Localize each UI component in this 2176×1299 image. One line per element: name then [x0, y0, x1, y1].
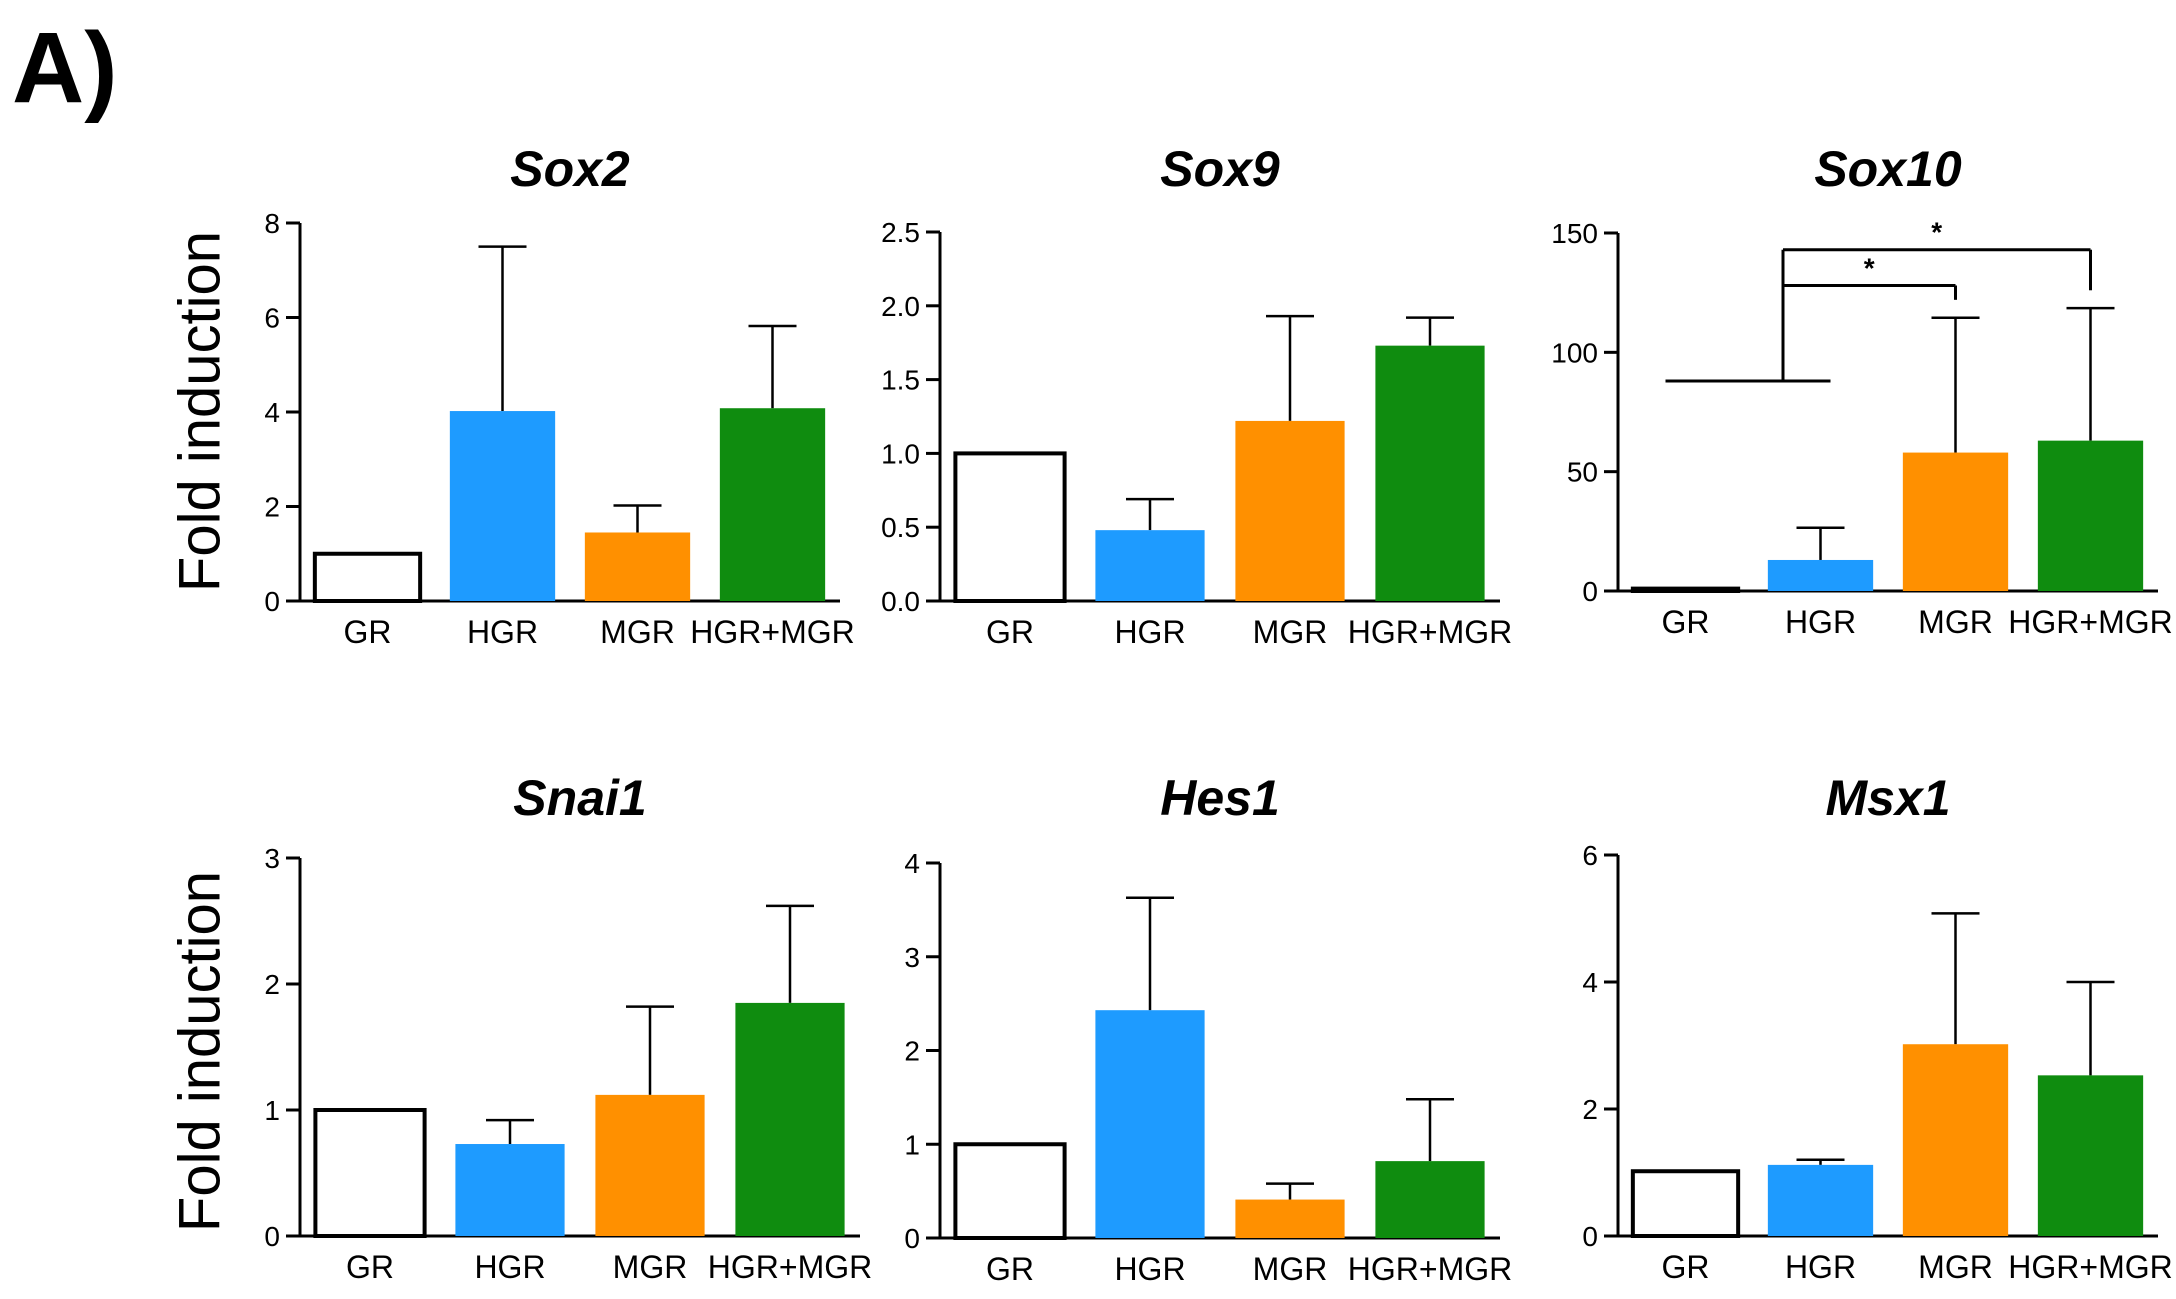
- y-tick-label: 2.5: [881, 217, 920, 248]
- y-tick-label: 0: [1582, 576, 1598, 607]
- category-label: GR: [1662, 1249, 1710, 1285]
- y-tick-label: 4: [1582, 967, 1598, 998]
- bar-mgr: [1235, 420, 1345, 601]
- bar-hgr: [455, 1144, 565, 1236]
- chart-hes1: Hes1 0 1 2 3 4 GR HGR MGR HGR+MGR: [904, 770, 1512, 1287]
- y-tick-label: 100: [1551, 337, 1598, 368]
- chart-title: Hes1: [1160, 770, 1280, 826]
- y-tick-label: 6: [1582, 840, 1598, 871]
- y-tick-label: 2: [264, 969, 280, 1000]
- category-label: HGR+MGR: [1348, 1251, 1512, 1287]
- category-label: HGR: [1785, 604, 1856, 640]
- chart-sox2: Sox2 0 2 4 6 8 GR HGR MGR HGR+MGR: [264, 141, 854, 650]
- y-tick-label: 50: [1567, 457, 1598, 488]
- bar-hgr: [449, 411, 556, 601]
- y-tick-label: 0: [904, 1223, 920, 1254]
- bar-gr: [313, 1108, 427, 1238]
- y-tick-label: 4: [904, 848, 920, 879]
- category-label: GR: [986, 614, 1034, 650]
- category-label: GR: [344, 614, 392, 650]
- y-tick-label: 4: [264, 397, 280, 428]
- category-label: MGR: [613, 1249, 688, 1285]
- category-label: HGR+MGR: [1348, 614, 1512, 650]
- category-label: MGR: [1918, 1249, 1993, 1285]
- y-tick-label: 8: [264, 208, 280, 239]
- category-label: HGR+MGR: [2008, 604, 2172, 640]
- y-tick-label: 1: [264, 1095, 280, 1126]
- category-label: HGR+MGR: [708, 1249, 872, 1285]
- chart-msx1: Msx1 0 2 4 6 GR HGR MGR HGR+MGR: [1582, 770, 2172, 1285]
- bar-mgr: [1235, 1199, 1345, 1238]
- chart-title: Sox9: [1160, 141, 1280, 197]
- category-label: HGR: [1114, 614, 1185, 650]
- bar-hgr-mgr: [1375, 1161, 1485, 1238]
- category-label: HGR: [467, 614, 538, 650]
- bar-gr: [953, 1142, 1067, 1240]
- y-tick-label: 2: [264, 492, 280, 523]
- bar-hgr-mgr: [735, 1002, 845, 1236]
- chart-title: Msx1: [1825, 770, 1950, 826]
- category-label: HGR+MGR: [690, 614, 854, 650]
- category-label: GR: [346, 1249, 394, 1285]
- bar-hgr: [1767, 559, 1874, 591]
- category-label: HGR: [1785, 1249, 1856, 1285]
- y-tick-label: 0.5: [881, 512, 920, 543]
- panel-label: A): [12, 12, 118, 124]
- y-tick-label: 1.5: [881, 365, 920, 396]
- category-label: MGR: [1253, 614, 1328, 650]
- bar-hgr-mgr: [2037, 1075, 2144, 1236]
- chart-sox9: Sox9 0.0 0.5 1.0 1.5 2.0 2.5 GR HGR MGR HGR+MGR: [881, 141, 1512, 650]
- category-label: HGR: [474, 1249, 545, 1285]
- y-tick-label: 3: [264, 843, 280, 874]
- category-label: GR: [1662, 604, 1710, 640]
- category-label: MGR: [600, 614, 675, 650]
- significance-star: *: [1931, 217, 1942, 248]
- category-label: MGR: [1918, 604, 1993, 640]
- category-label: GR: [986, 1251, 1034, 1287]
- chart-title: Sox10: [1814, 141, 1962, 197]
- bar-gr: [1630, 1169, 1741, 1238]
- bar-hgr: [1095, 1010, 1205, 1238]
- category-label: MGR: [1253, 1251, 1328, 1287]
- y-tick-label: 0: [264, 1221, 280, 1252]
- bar-gr: [1630, 586, 1741, 594]
- bar-gr: [312, 551, 423, 603]
- chart-title: Snai1: [513, 770, 646, 826]
- bar-hgr: [1095, 530, 1205, 601]
- y-tick-label: 0: [1582, 1221, 1598, 1252]
- bar-mgr: [1902, 452, 2009, 591]
- y-tick-label: 2.0: [881, 291, 920, 322]
- chart-title: Sox2: [510, 141, 630, 197]
- y-tick-label: 150: [1551, 218, 1598, 249]
- y-tick-label: 0: [264, 586, 280, 617]
- bar-gr: [953, 451, 1067, 603]
- bar-mgr: [584, 532, 691, 601]
- y-tick-label: 1.0: [881, 438, 920, 469]
- y-tick-label: 2: [904, 1036, 920, 1067]
- significance-star: *: [1864, 253, 1875, 284]
- bar-hgr-mgr: [1375, 345, 1485, 601]
- category-label: HGR: [1114, 1251, 1185, 1287]
- y-tick-label: 3: [904, 942, 920, 973]
- chart-sox10: Sox10 0 50 100 150 GR HGR MGR HGR+MGR * *: [1551, 141, 2172, 640]
- y-tick-label: 1: [904, 1129, 920, 1160]
- y-tick-label: 2: [1582, 1094, 1598, 1125]
- y-tick-label: 6: [264, 303, 280, 334]
- bar-mgr: [1902, 1044, 2009, 1236]
- chart-snai1: Snai1 0 1 2 3 GR HGR MGR HGR+MGR: [264, 770, 872, 1285]
- y-tick-label: 0.0: [881, 586, 920, 617]
- bar-hgr: [1767, 1164, 1874, 1236]
- bar-hgr-mgr: [2037, 440, 2144, 591]
- category-label: HGR+MGR: [2008, 1249, 2172, 1285]
- bar-mgr: [595, 1094, 705, 1236]
- bar-hgr-mgr: [719, 408, 826, 601]
